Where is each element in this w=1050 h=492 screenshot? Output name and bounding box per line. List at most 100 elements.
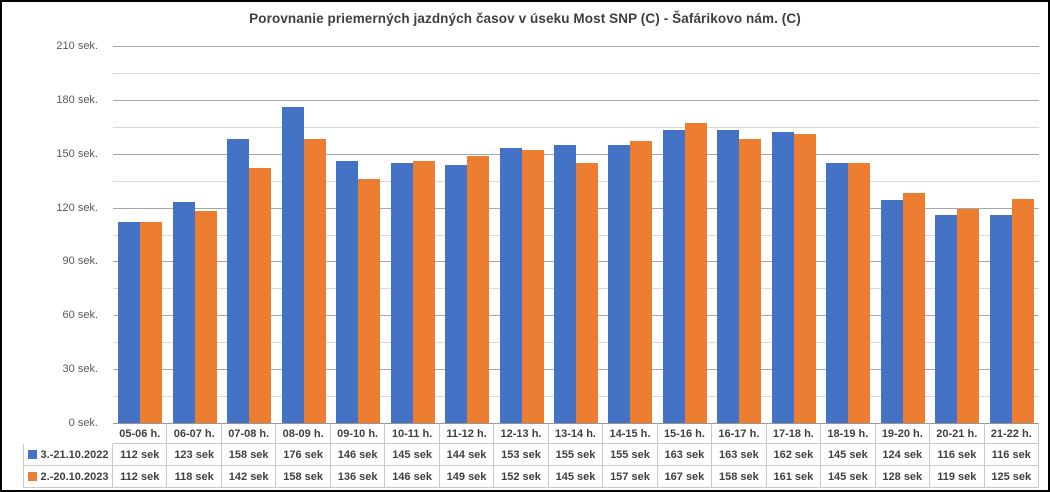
category-header-cell: 06-07 h. (167, 423, 222, 444)
bar-3.-21.10.2022 (281, 107, 304, 423)
bar-3.-21.10.2022 (390, 162, 413, 423)
bar-group-19-20-h (876, 46, 930, 423)
bar-group-11-12-h (440, 46, 494, 423)
category-header-cell: 19-20 h. (875, 423, 931, 444)
y-tick-label: 210 sek. (56, 40, 98, 52)
bar-group-21-22-h (985, 46, 1039, 423)
bar-group-07-08-h (222, 46, 276, 423)
value-cell: 145 sek (385, 444, 440, 466)
gridline-major (113, 153, 1039, 155)
category-header-cell: 05-06 h. (113, 423, 168, 444)
legend-swatch (27, 472, 37, 481)
bar-2.-20.10.2023 (793, 134, 816, 423)
y-tick-label: 150 sek. (56, 147, 98, 160)
legend-cell: 3.-21.10.2022 (23, 444, 113, 466)
bar-group-08-09-h (276, 46, 330, 423)
bar-group-17-18-h (767, 46, 821, 423)
bar-2.-20.10.2023 (848, 162, 871, 423)
value-cell: 112 sek (113, 466, 168, 488)
value-cell: 119 sek (930, 466, 985, 488)
y-tick-label: 90 sek. (62, 255, 98, 268)
bar-group-18-19-h (821, 46, 875, 423)
bar-3.-21.10.2022 (553, 144, 576, 423)
legend-swatch (27, 450, 37, 459)
chart-title: Porovnanie priemerných jazdných časov v … (249, 11, 801, 26)
bar-2.-20.10.2023 (902, 193, 925, 423)
bar-group-05-06-h (113, 46, 167, 423)
legend-series-name: 3.-21.10.2022 (40, 448, 109, 461)
value-cell: 155 sek (603, 444, 658, 466)
category-header-cell: 17-18 h. (766, 423, 822, 444)
bar-3.-21.10.2022 (771, 132, 794, 423)
value-cell: 161 sek (766, 466, 822, 488)
value-cell: 146 sek (330, 444, 386, 466)
value-cell: 152 sek (494, 466, 549, 488)
value-cell: 116 sek (930, 444, 985, 466)
bar-2.-20.10.2023 (412, 160, 435, 423)
category-header-cell: 12-13 h. (494, 423, 549, 444)
bar-groups (113, 46, 1039, 423)
bar-3.-21.10.2022 (717, 130, 740, 423)
bar-3.-21.10.2022 (935, 214, 958, 423)
legend-series-name: 2.-20.10.2023 (40, 470, 109, 483)
table-row: 3.-21.10.2022 112 sek 123 sek 158 sek 176 se… (23, 444, 1039, 466)
bar-3.-21.10.2022 (880, 200, 903, 423)
bar-group-14-15-h (603, 46, 657, 423)
bar-3.-21.10.2022 (336, 160, 359, 423)
value-cell: 163 sek (657, 444, 713, 466)
value-cell: 145 sek (821, 466, 876, 488)
gridline-major (113, 46, 1039, 47)
bar-3.-21.10.2022 (118, 221, 141, 423)
category-header-cell: 10-11 h. (385, 423, 440, 444)
category-header-cell: 07-08 h. (221, 423, 277, 444)
bar-3.-21.10.2022 (227, 139, 250, 423)
category-header-cell: 14-15 h. (603, 423, 658, 444)
table-row: 05-06 h. 06-07 h. 07-08 h. 08-09 h. 09-10 h.… (23, 423, 1039, 444)
category-header-cell: 15-16 h. (657, 423, 713, 444)
y-tick-label: 120 sek. (56, 201, 98, 214)
value-cell: 123 sek (167, 444, 222, 466)
value-cell: 162 sek (766, 444, 822, 466)
bar-group-06-07-h (167, 46, 221, 423)
bar-2.-20.10.2023 (140, 221, 163, 423)
value-cell: 163 sek (712, 444, 767, 466)
bar-3.-21.10.2022 (989, 214, 1012, 423)
value-cell: 144 sek (439, 444, 495, 466)
bar-3.-21.10.2022 (172, 202, 195, 423)
bar-2.-20.10.2023 (739, 139, 762, 423)
table-row: 2.-20.10.2023 112 sek 118 sek 142 sek 158 se… (23, 466, 1039, 488)
bar-2.-20.10.2023 (249, 168, 272, 423)
value-cell: 153 sek (494, 444, 549, 466)
bar-2.-20.10.2023 (684, 123, 707, 423)
bar-2.-20.10.2023 (194, 211, 217, 423)
category-header-cell: 20-21 h. (930, 423, 985, 444)
bar-2.-20.10.2023 (467, 155, 490, 423)
y-tick-label: 30 sek. (62, 363, 98, 376)
bar-group-15-16-h (658, 46, 712, 423)
value-cell: 149 sek (439, 466, 495, 488)
value-cell: 142 sek (221, 466, 277, 488)
value-cell: 158 sek (712, 466, 767, 488)
bar-3.-21.10.2022 (826, 162, 849, 423)
category-header-cell: 18-19 h. (821, 423, 876, 444)
gridline-minor (113, 126, 1039, 128)
bar-group-20-21-h (930, 46, 984, 423)
bar-group-10-11-h (385, 46, 439, 423)
gridline-major (113, 99, 1039, 101)
category-header-cell: 21-22 h. (984, 423, 1039, 444)
plot-area (113, 46, 1039, 423)
category-header-cell: 08-09 h. (276, 423, 331, 444)
bar-2.-20.10.2023 (358, 178, 381, 423)
y-axis: 0 sek. 30 sek. 60 sek. 90 sek. 120 sek. 150 s… (2, 2, 106, 490)
data-table: 05-06 h. 06-07 h. 07-08 h. 08-09 h. 09-10 h.… (23, 423, 1039, 488)
category-header-cell: 11-12 h. (439, 423, 495, 444)
value-cell: 146 sek (385, 466, 440, 488)
category-header-cell: 09-10 h. (330, 423, 386, 444)
bar-3.-21.10.2022 (608, 144, 631, 423)
y-tick-label: 60 sek. (62, 309, 98, 322)
value-cell: 125 sek (984, 466, 1039, 488)
y-tick-label: 0 sek. (68, 417, 98, 429)
value-cell: 145 sek (821, 444, 876, 466)
value-cell: 118 sek (167, 466, 222, 488)
